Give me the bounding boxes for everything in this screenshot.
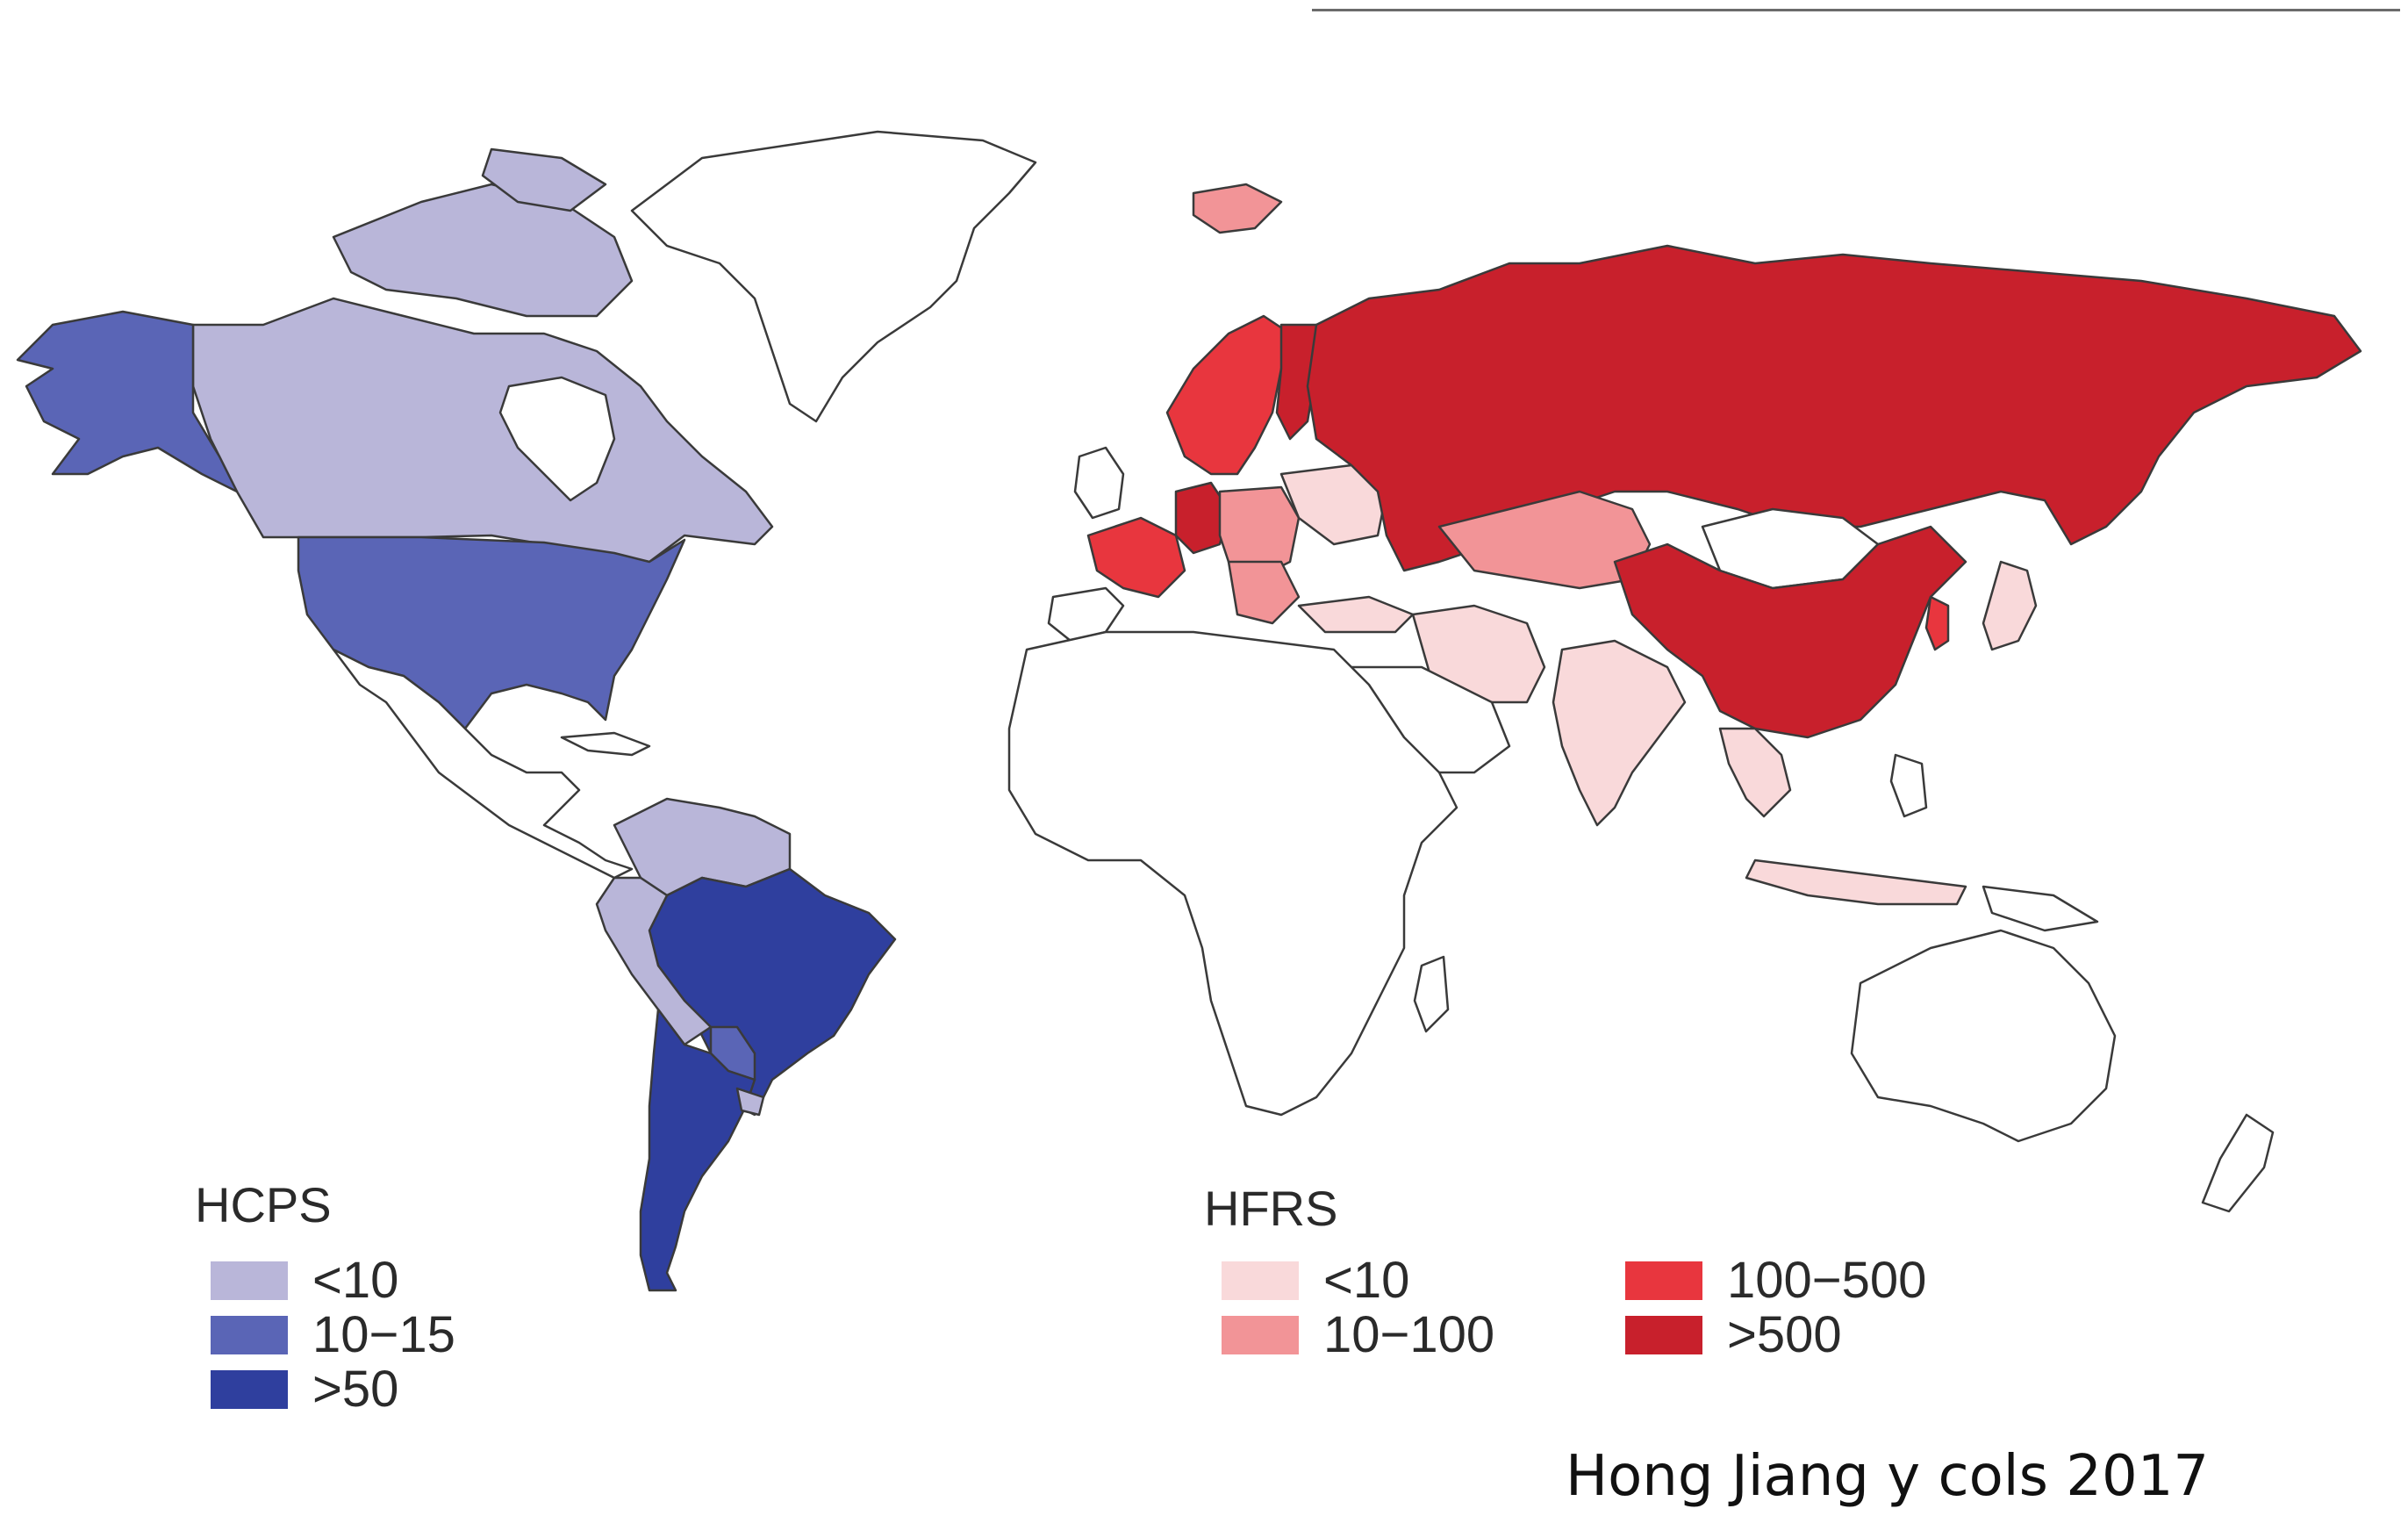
legend-hfrs-item: 10−100 [1222, 1310, 1494, 1361]
region-madagascar [1413, 955, 1450, 1033]
legend-swatch [1625, 1261, 1702, 1300]
region-hudson-bay [498, 376, 616, 502]
legend-hcps-title: HCPS [195, 1177, 332, 1232]
legend-label: >50 [312, 1361, 399, 1418]
region-australia [1850, 929, 2117, 1143]
region-southern-cone [639, 1008, 756, 1292]
legend-hcps-item: <10 [211, 1255, 398, 1306]
region-philippines [1889, 753, 1928, 818]
region-turkey [1297, 595, 1415, 634]
legend-label: 10−15 [312, 1306, 455, 1363]
region-new-zealand [2201, 1113, 2275, 1213]
legend-swatch [1625, 1316, 1702, 1354]
region-russia [1306, 244, 2362, 572]
region-uruguay [735, 1087, 765, 1117]
region-alaska [16, 310, 239, 493]
region-france [1086, 516, 1186, 599]
region-balkans [1227, 560, 1301, 625]
region-germany [1174, 481, 1230, 555]
region-cuba [560, 731, 651, 757]
region-indonesia [1745, 858, 1967, 906]
region-mexico [332, 648, 634, 880]
region-usa [297, 535, 686, 730]
legend-hfrs-item: >500 [1625, 1310, 1842, 1361]
legend-swatch [1222, 1316, 1299, 1354]
region-korea [1924, 595, 1950, 651]
legend-swatch [211, 1370, 288, 1409]
region-svalbard [1192, 183, 1283, 234]
legend-swatch [211, 1261, 288, 1300]
region-africa [1007, 630, 1458, 1117]
legend-label: <10 [312, 1252, 399, 1309]
legend-label: 100−500 [1727, 1252, 1927, 1309]
region-india [1552, 639, 1687, 827]
legend-swatch [211, 1316, 288, 1354]
legend-hcps-item: 10−15 [211, 1310, 455, 1361]
legend-label: >500 [1727, 1306, 1842, 1363]
citation-text: Hong Jiang y cols 2017 [1566, 1444, 2210, 1509]
legend-swatch [1222, 1261, 1299, 1300]
region-china [1613, 525, 1967, 739]
region-norway-sweden [1165, 314, 1292, 476]
region-uk [1073, 446, 1125, 520]
legend-hcps-item: >50 [211, 1364, 398, 1415]
legend-hfrs-item: 100−500 [1625, 1255, 1926, 1306]
top-divider-line [1312, 9, 2400, 11]
legend-label: 10−100 [1323, 1306, 1495, 1363]
region-canada-arctic [332, 183, 634, 318]
region-canada-arctic-2 [481, 147, 607, 212]
region-greenland [630, 130, 1037, 423]
region-canada [191, 297, 774, 564]
legend-hfrs-title: HFRS [1204, 1181, 1338, 1236]
region-new-guinea [1982, 885, 2099, 932]
legend-hfrs-item: <10 [1222, 1255, 1409, 1306]
legend-label: <10 [1323, 1252, 1410, 1309]
region-southeast-asia [1718, 727, 1792, 818]
region-japan [1982, 560, 2038, 651]
